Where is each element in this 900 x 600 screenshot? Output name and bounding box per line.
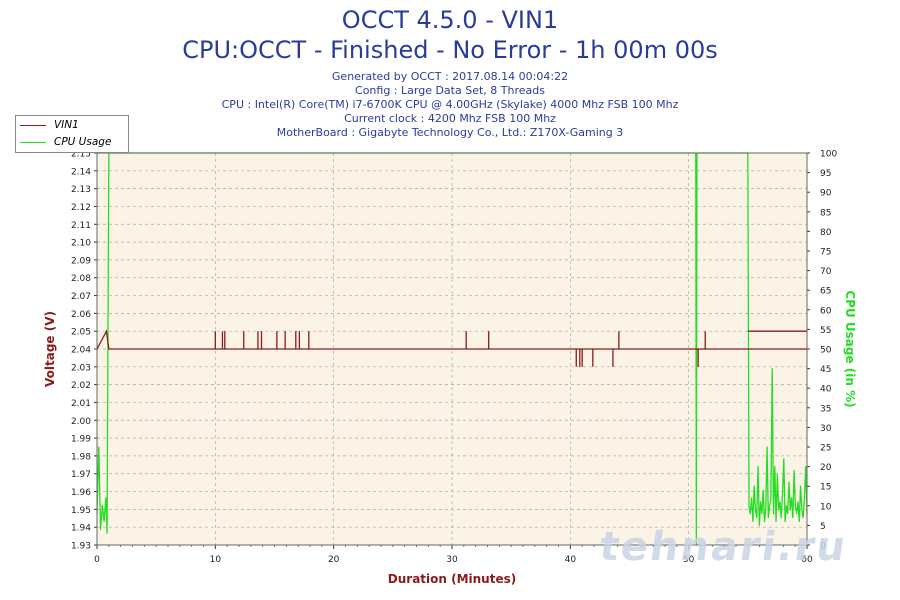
y2-tick-label: 55 xyxy=(820,326,831,336)
y2-tick-label: 10 xyxy=(820,502,832,512)
y2-tick-label: 50 xyxy=(820,346,832,356)
y-tick-label: 1.95 xyxy=(71,506,91,516)
y2-tick-label: 95 xyxy=(820,169,831,179)
grid-lines xyxy=(97,153,807,545)
y-tick-label: 1.97 xyxy=(71,470,91,480)
y-tick-label: 2.09 xyxy=(71,256,91,266)
info-clock: Current clock : 4200 Mhz FSB 100 Mhz xyxy=(344,112,556,125)
y2-tick-label: 40 xyxy=(820,385,832,395)
y2-tick-label: 85 xyxy=(820,208,831,218)
y-tick-label: 1.94 xyxy=(71,524,91,534)
x-tick-label: 20 xyxy=(328,555,340,565)
y-tick-label: 2.00 xyxy=(71,417,91,427)
y-tick-label: 2.05 xyxy=(71,328,91,338)
info-motherboard: MotherBoard : Gigabyte Technology Co., L… xyxy=(276,126,624,139)
legend: VIN1 CPU Usage xyxy=(15,115,129,153)
y2-tick-label: 25 xyxy=(820,444,831,454)
y-tick-label: 2.04 xyxy=(71,346,91,356)
chart-subtitle: CPU:OCCT - Finished - No Error - 1h 00m … xyxy=(182,36,718,64)
tick-labels: 1.93 1.94 1.95 1.96 1.97 1.98 1.99 2.00 2.01 2.02… xyxy=(71,150,837,566)
info-config: Config : Large Data Set, 8 Threads xyxy=(355,84,545,97)
vin1-line xyxy=(96,329,807,350)
y-tick-label: 2.10 xyxy=(71,239,91,249)
cpu-usage-line xyxy=(96,152,808,546)
legend-swatch-cpu-usage xyxy=(20,141,46,143)
y-tick-label: 2.12 xyxy=(71,203,91,213)
y-tick-label: 2.01 xyxy=(71,399,91,409)
y-tick-label: 2.15 xyxy=(71,150,91,160)
y-tick-label: 1.93 xyxy=(71,542,91,552)
x-tick-label: 30 xyxy=(446,555,458,565)
y2-tick-label: 30 xyxy=(820,424,832,434)
series-vin1 xyxy=(96,329,807,367)
y-tick-label: 2.11 xyxy=(71,221,91,231)
y2-tick-label: 70 xyxy=(820,267,832,277)
y-tick-label: 1.98 xyxy=(71,452,91,462)
y2-tick-label: 15 xyxy=(820,483,831,493)
legend-label-vin1: VIN1 xyxy=(54,119,79,131)
y2-tick-label: 75 xyxy=(820,248,831,258)
series-cpu-usage xyxy=(96,152,808,546)
y2-tick-label: 35 xyxy=(820,404,831,414)
x-tick-label: 10 xyxy=(210,555,222,565)
y-tick-label: 2.03 xyxy=(71,363,91,373)
y2-tick-label: 45 xyxy=(820,365,831,375)
y2-tick-label: 0 xyxy=(820,542,826,552)
x-tick-label: 0 xyxy=(94,555,100,565)
y-tick-label: 1.99 xyxy=(71,435,91,445)
x-tick-label: 40 xyxy=(565,555,577,565)
y-tick-label: 2.06 xyxy=(71,310,91,320)
y2-tick-label: 5 xyxy=(820,522,826,532)
legend-label-cpu-usage: CPU Usage xyxy=(54,136,112,148)
y2-axis-label: CPU Usage (in %) xyxy=(843,290,857,407)
y-axis-label: Voltage (V) xyxy=(43,311,57,387)
plot-border xyxy=(96,152,808,546)
y2-tick-label: 20 xyxy=(820,463,832,473)
y2-tick-label: 60 xyxy=(820,306,832,316)
info-generated: Generated by OCCT : 2017.08.14 00:04:22 xyxy=(331,70,569,83)
y-tick-label: 2.02 xyxy=(71,381,91,391)
y2-tick-label: 100 xyxy=(820,150,837,160)
y-tick-label: 2.14 xyxy=(71,167,91,177)
y-tick-label: 1.96 xyxy=(71,488,91,498)
chart-title: OCCT 4.5.0 - VIN1 xyxy=(341,6,559,34)
y-tick-label: 2.07 xyxy=(71,292,91,302)
x-axis-label: Duration (Minutes) xyxy=(388,572,516,586)
x-tick-label: 50 xyxy=(683,555,695,565)
y2-tick-label: 65 xyxy=(820,287,831,297)
x-tick-label: 60 xyxy=(801,555,813,565)
legend-swatch-vin1 xyxy=(20,124,46,126)
y2-tick-label: 90 xyxy=(820,189,832,199)
watermark: tehnari.ru xyxy=(596,524,851,570)
legend-item-cpu-usage: CPU Usage xyxy=(20,135,111,149)
y-tick-label: 2.08 xyxy=(71,274,91,284)
axes xyxy=(94,152,810,549)
info-cpu: CPU : Intel(R) Core(TM) i7-6700K CPU @ 4… xyxy=(221,98,679,111)
y2-tick-label: 80 xyxy=(820,228,832,238)
y-tick-label: 2.13 xyxy=(71,185,91,195)
legend-item-vin1: VIN1 xyxy=(20,118,79,132)
